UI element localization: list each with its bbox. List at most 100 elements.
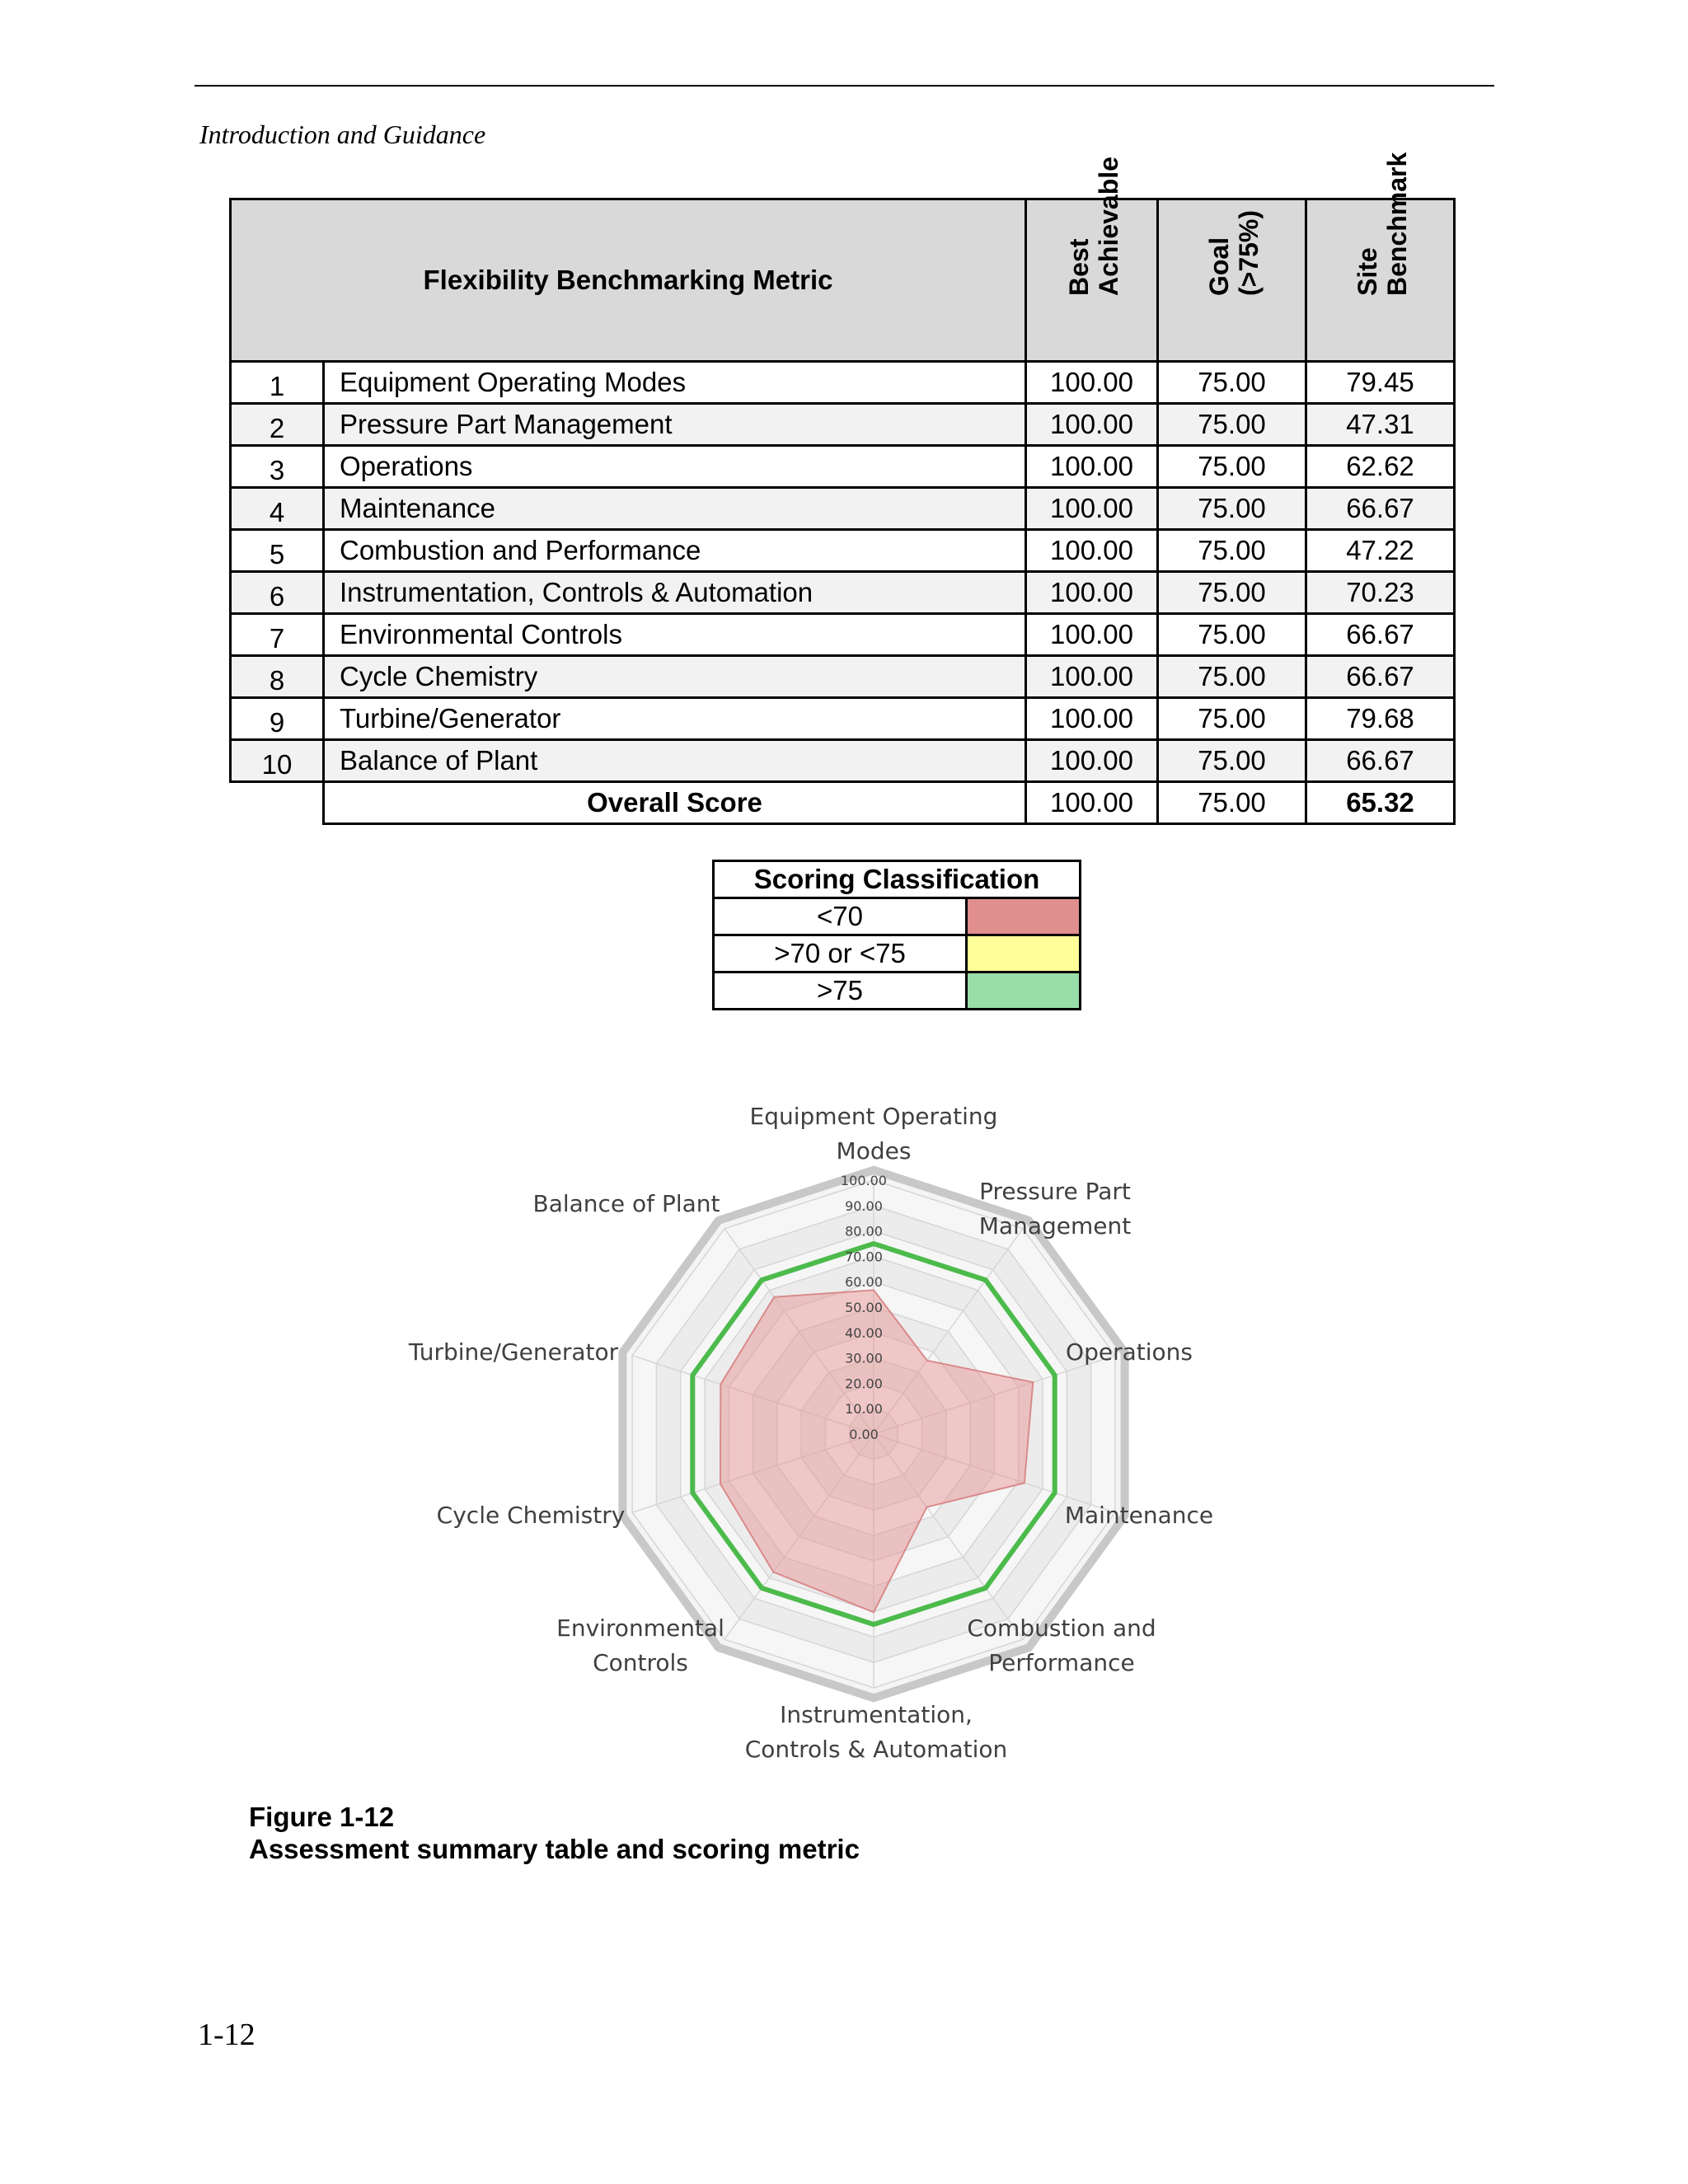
radar-category-label: Performance xyxy=(988,1649,1134,1676)
header-rule xyxy=(195,85,1494,87)
site-value: 70.23 xyxy=(1305,570,1456,615)
table-row: 2 Pressure Part Management 100.00 75.00 47.3… xyxy=(229,402,1456,447)
table-row: 6 Instrumentation, Controls & Automation 1… xyxy=(229,570,1456,615)
radar-tick-label: 30.00 xyxy=(845,1351,883,1366)
goal-value: 75.00 xyxy=(1156,444,1307,489)
metric-name: Equipment Operating Modes xyxy=(322,360,1027,405)
row-number: 3 xyxy=(229,444,325,489)
goal-label: Goal (>75%) xyxy=(1203,209,1264,296)
goal-value: 75.00 xyxy=(1156,696,1307,741)
row-number: 8 xyxy=(229,654,325,699)
metric-name: Operations xyxy=(322,444,1027,489)
best-value: 100.00 xyxy=(1025,612,1159,657)
overall-score-label: Overall Score xyxy=(322,780,1027,825)
metric-name: Instrumentation, Controls & Automation xyxy=(322,570,1027,615)
table-row: 7 Environmental Controls 100.00 75.00 66.67 xyxy=(229,612,1456,657)
metric-name: Pressure Part Management xyxy=(322,402,1027,447)
site-value: 79.45 xyxy=(1305,360,1456,405)
goal-header: Goal (>75%) xyxy=(1156,198,1307,363)
site-value: 66.67 xyxy=(1305,612,1456,657)
radar-chart: 0.00 10.00 20.00 30.00 40.00 50.00 60.00 70.00 8… xyxy=(408,1103,1213,1763)
radar-tick-label: 80.00 xyxy=(845,1224,883,1240)
scoring-title: Scoring Classification xyxy=(712,860,1081,899)
goal-value: 75.00 xyxy=(1156,528,1307,573)
radar-category-label: Pressure Part xyxy=(979,1178,1131,1205)
radar-category-label: Controls xyxy=(593,1649,688,1676)
site-value: 62.62 xyxy=(1305,444,1456,489)
radar-spoke xyxy=(873,1228,1024,1435)
site-value: 79.68 xyxy=(1305,696,1456,741)
row-number: 4 xyxy=(229,486,325,531)
best-value: 100.00 xyxy=(1025,402,1159,447)
metric-name: Environmental Controls xyxy=(322,612,1027,657)
radar-category-label: Balance of Plant xyxy=(532,1190,720,1217)
radar-tick-label: 100.00 xyxy=(841,1173,887,1188)
scoring-label: <70 xyxy=(711,897,968,936)
site-value: 66.67 xyxy=(1305,738,1456,783)
radar-category-label: Modes xyxy=(837,1137,912,1165)
goal-value: 75.00 xyxy=(1156,570,1307,615)
radar-category-label: Instrumentation, xyxy=(780,1701,973,1728)
radar-spoke xyxy=(873,1355,1116,1435)
radar-spoke xyxy=(631,1355,874,1435)
radar-tick-label: 40.00 xyxy=(845,1325,883,1341)
goal-value: 75.00 xyxy=(1156,360,1307,405)
radar-category-label: Turbine/Generator xyxy=(408,1338,619,1366)
best-value: 100.00 xyxy=(1025,444,1159,489)
table-header-row: Flexibility Benchmarking Metric Best Ach… xyxy=(229,152,1456,363)
row-number: 5 xyxy=(229,528,325,573)
scoring-color-swatch xyxy=(965,897,1081,936)
best-value: 100.00 xyxy=(1025,528,1159,573)
radar-tick-label: 0.00 xyxy=(849,1427,879,1442)
best-value: 100.00 xyxy=(1025,360,1159,405)
goal-value: 75.00 xyxy=(1156,402,1307,447)
scoring-label: >70 or <75 xyxy=(711,934,968,973)
scoring-row: >70 or <75 xyxy=(711,934,1081,973)
radar-category-label: Operations xyxy=(1066,1338,1193,1366)
metric-name: Combustion and Performance xyxy=(322,528,1027,573)
metric-name: Balance of Plant xyxy=(322,738,1027,783)
table-body: 1 Equipment Operating Modes 100.00 75.00 79.… xyxy=(229,360,1456,783)
row-number: 7 xyxy=(229,612,325,657)
table-row: 8 Cycle Chemistry 100.00 75.00 66.67 xyxy=(229,654,1456,699)
radar-spoke xyxy=(873,1433,1116,1513)
site-value: 66.67 xyxy=(1305,654,1456,699)
figure-number: Figure 1-12 xyxy=(249,1802,395,1832)
running-head: Introduction and Guidance xyxy=(199,120,486,149)
goal-value: 75.00 xyxy=(1156,612,1307,657)
radar-series-site-benchmark xyxy=(719,1289,1034,1614)
radar-tick-label: 50.00 xyxy=(845,1300,883,1315)
radar-category-label: Equipment Operating xyxy=(750,1103,998,1130)
benchmark-table: Flexibility Benchmarking Metric Best Ach… xyxy=(229,152,1456,825)
table-row: 10 Balance of Plant 100.00 75.00 66.67 xyxy=(229,738,1456,783)
figure-title: Assessment summary table and scoring met… xyxy=(249,1834,860,1864)
radar-category-label: Combustion and xyxy=(967,1615,1156,1642)
radar-category-label: Environmental xyxy=(556,1615,724,1642)
row-number: 1 xyxy=(229,360,325,405)
site-benchmark-label: Site Benchmark xyxy=(1352,152,1412,296)
radar-tick-label: 60.00 xyxy=(845,1274,883,1290)
overall-best: 100.00 xyxy=(1025,780,1159,825)
site-benchmark-header: Site Benchmark xyxy=(1305,152,1456,363)
radar-category-label: Cycle Chemistry xyxy=(437,1502,626,1529)
radar-category-label: Management xyxy=(979,1212,1131,1240)
radar-tick-label: 70.00 xyxy=(845,1249,883,1264)
metric-name: Maintenance xyxy=(322,486,1027,531)
metric-name: Turbine/Generator xyxy=(322,696,1027,741)
scoring-color-swatch xyxy=(965,934,1081,973)
radar-spoke xyxy=(631,1433,874,1513)
radar-series-goal xyxy=(690,1241,1057,1627)
best-value: 100.00 xyxy=(1025,738,1159,783)
radar-spoke xyxy=(724,1228,874,1435)
metric-name: Cycle Chemistry xyxy=(322,654,1027,699)
radar-category-label: Controls & Automation xyxy=(745,1736,1008,1763)
scoring-row: >75 xyxy=(711,971,1081,1010)
overall-blank-cell xyxy=(230,780,324,824)
site-value: 66.67 xyxy=(1305,486,1456,531)
goal-value: 75.00 xyxy=(1156,654,1307,699)
best-value: 100.00 xyxy=(1025,570,1159,615)
table-row: 4 Maintenance 100.00 75.00 66.67 xyxy=(229,486,1456,531)
row-number: 9 xyxy=(229,696,325,741)
best-value: 100.00 xyxy=(1025,654,1159,699)
table-row: 1 Equipment Operating Modes 100.00 75.00 79.… xyxy=(229,360,1456,405)
